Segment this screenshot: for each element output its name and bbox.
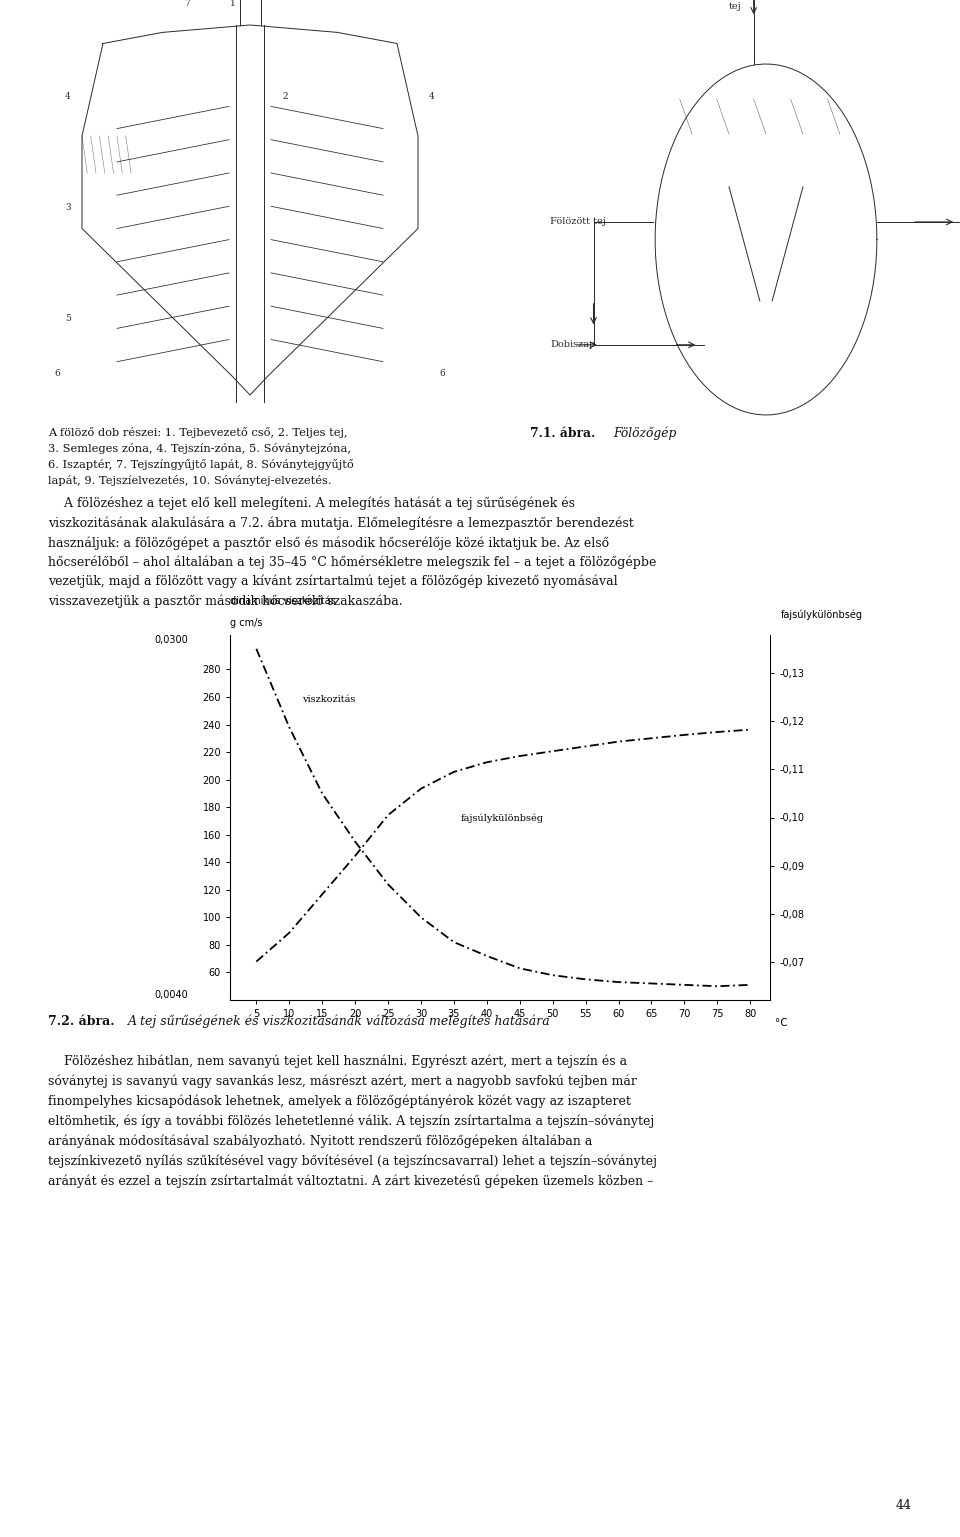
Text: 7.2. ábra.: 7.2. ábra. — [48, 1014, 114, 1028]
Text: sóványtej is savanyú vagy savankás lesz, másrészt azért, mert a nagyobb savfokú : sóványtej is savanyú vagy savankás lesz,… — [48, 1074, 636, 1088]
Text: A fölöző dob részei: 1. Tejbevezető cső, 2. Teljes tej,: A fölöző dob részei: 1. Tejbevezető cső,… — [48, 427, 348, 438]
Text: A tej sűrűségének és viszkozitásának változása melegítés hatására: A tej sűrűségének és viszkozitásának vál… — [128, 1014, 551, 1028]
Text: 1: 1 — [229, 0, 235, 9]
Text: 3: 3 — [65, 203, 71, 212]
Text: tej: tej — [729, 3, 741, 11]
Text: viszkozitásának alakulására a 7.2. ábra mutatja. Előmelegítésre a lemezpasztőr b: viszkozitásának alakulására a 7.2. ábra … — [48, 516, 634, 530]
Text: tejszínkivezető nyílás szűkítésével vagy bővítésével (a tejszíncsavarral) lehet : tejszínkivezető nyílás szűkítésével vagy… — [48, 1154, 657, 1168]
Text: °C: °C — [776, 1017, 788, 1028]
Text: eltömhetik, és így a további fölözés lehetetlenné válik. A tejszín zsírtartalma : eltömhetik, és így a további fölözés leh… — [48, 1114, 655, 1128]
Text: hőcserélőből – ahol általában a tej 35–45 °C hőmérsékletre melegszik fel – a tej: hőcserélőből – ahol általában a tej 35–4… — [48, 555, 657, 569]
Text: 0,0300: 0,0300 — [155, 635, 188, 646]
Text: fajsúlykülönbség: fajsúlykülönbség — [780, 610, 863, 621]
Text: lapát, 9. Tejszíelvezetés, 10. Sóványtej-elvezetés.: lapát, 9. Tejszíelvezetés, 10. Sóványtej… — [48, 475, 331, 486]
Text: 0,0040: 0,0040 — [155, 990, 188, 1001]
Text: A fölözéshez a tejet elő kell melegíteni. A melegítés hatását a tej sűrűségének : A fölözéshez a tejet elő kell melegíteni… — [48, 496, 575, 510]
Text: Fölözéshez hibátlan, nem savanyú tejet kell használni. Egyrészt azért, mert a te: Fölözéshez hibátlan, nem savanyú tejet k… — [48, 1054, 627, 1068]
Text: 7.1. ábra.: 7.1. ábra. — [530, 427, 595, 440]
Text: 4: 4 — [65, 92, 71, 101]
Text: 6: 6 — [440, 369, 445, 378]
Text: arányát és ezzel a tejszín zsírtartalmát változtatni. A zárt kivezetésű gépeken : arányát és ezzel a tejszín zsírtartalmát… — [48, 1174, 654, 1188]
Text: Fölözőgép: Fölözőgép — [613, 427, 677, 441]
Text: 6. Iszaptér, 7. Tejszíngyűjtő lapát, 8. Sóványtejgyűjtő: 6. Iszaptér, 7. Tejszíngyűjtő lapát, 8. … — [48, 460, 353, 470]
Text: vezetjük, majd a fölözött vagy a kívánt zsírtartalmú tejet a fölözőgép kivezető : vezetjük, majd a fölözött vagy a kívánt … — [48, 575, 617, 589]
Text: Dobiszap: Dobiszap — [550, 340, 595, 349]
Text: 4: 4 — [429, 92, 435, 101]
Text: 2: 2 — [282, 92, 288, 101]
Text: viszkozitás: viszkozitás — [302, 695, 356, 704]
Text: arányának módosításával szabályozható. Nyitott rendszerű fölözőgépeken általában: arányának módosításával szabályozható. N… — [48, 1134, 592, 1148]
Text: dinamikus viszkozitás: dinamikus viszkozitás — [230, 596, 336, 606]
Text: 6: 6 — [55, 369, 60, 378]
Text: visszavezetjük a pasztőr második hőcserélő szakaszába.: visszavezetjük a pasztőr második hőcseré… — [48, 595, 402, 609]
Text: 5: 5 — [65, 314, 71, 323]
Text: 7: 7 — [184, 0, 190, 9]
Text: 44: 44 — [896, 1499, 912, 1512]
Text: használjuk: a fölözőgépet a pasztőr első és második hőcserélője közé iktatjuk be: használjuk: a fölözőgépet a pasztőr első… — [48, 536, 610, 550]
Text: fajsúlykülönbség: fajsúlykülönbség — [461, 813, 543, 822]
Text: Fölözött tej: Fölözött tej — [550, 217, 607, 226]
Text: finompelyhes kicsapódások lehetnek, amelyek a fölözőgéptányérok közét vagy az is: finompelyhes kicsapódások lehetnek, amel… — [48, 1094, 631, 1108]
Text: 3. Semleges zóna, 4. Tejszín-zóna, 5. Sóványtejzóna,: 3. Semleges zóna, 4. Tejszín-zóna, 5. Só… — [48, 443, 351, 453]
Text: g cm/s: g cm/s — [230, 618, 262, 627]
